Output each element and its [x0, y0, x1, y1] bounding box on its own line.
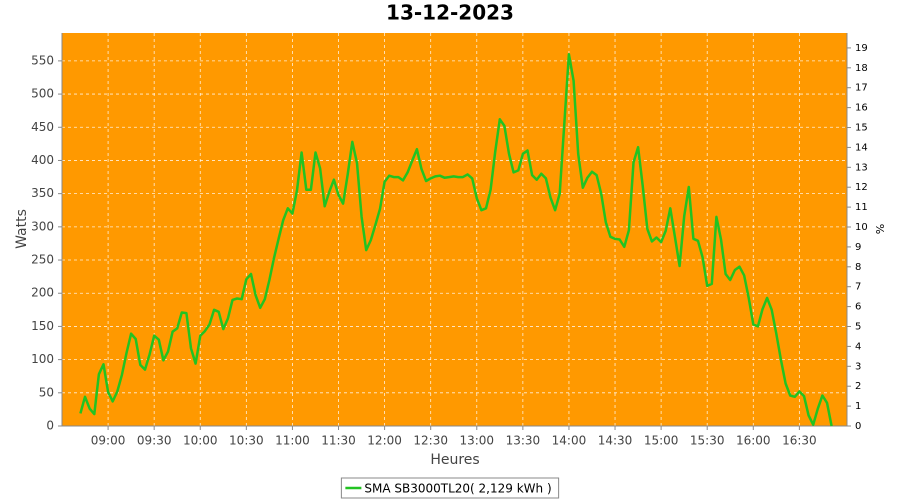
x-tick-label: 13:30	[506, 434, 541, 448]
y2-tick-label: 11	[855, 202, 868, 213]
y2-axis-label: %	[874, 224, 887, 234]
data-line	[79, 52, 833, 427]
y2-tick-label: 13	[855, 162, 868, 173]
y-tick-label: 300	[31, 219, 54, 233]
y-tick-label: 250	[31, 253, 54, 267]
y2-tick-label: 5	[855, 322, 861, 333]
plot-background	[62, 33, 847, 426]
x-tick-label: 15:30	[690, 434, 725, 448]
y-axis-label: Watts	[14, 209, 30, 249]
y2-tick-label: 2	[855, 381, 861, 392]
x-tick-label: 12:30	[413, 434, 448, 448]
x-tick-label: 11:30	[321, 434, 356, 448]
y2-tick-label: 6	[855, 302, 861, 313]
x-tick-label: 14:00	[552, 434, 587, 448]
x-tick-label: 10:30	[229, 434, 264, 448]
x-tick-label: 14:30	[598, 434, 633, 448]
y2-tick-label: 7	[855, 282, 861, 293]
x-tick-label: 11:00	[275, 434, 310, 448]
x-tick-label: 09:30	[137, 434, 172, 448]
y-tick-label: 350	[31, 186, 54, 200]
x-tick-label: 16:00	[736, 434, 771, 448]
y-tick-label: 50	[39, 385, 54, 399]
y2-tick-label: 8	[855, 262, 861, 273]
chart-title: 13-12-2023	[386, 1, 514, 25]
y2-tick-label: 0	[855, 421, 861, 432]
x-tick-label: 09:00	[91, 434, 126, 448]
y2-tick-label: 17	[855, 83, 868, 94]
y2-tick-label: 3	[855, 361, 861, 372]
y-tick-label: 100	[31, 352, 54, 366]
y-tick-label: 200	[31, 286, 54, 300]
legend: SMA SB3000TL20( 2,129 kWh )	[340, 477, 560, 499]
y2-tick-label: 19	[855, 43, 868, 54]
y-tick-label: 500	[31, 87, 54, 101]
y2-tick-label: 14	[855, 142, 868, 153]
x-tick-label: 15:00	[644, 434, 679, 448]
y2-tick-label: 10	[855, 222, 868, 233]
x-tick-label: 12:00	[367, 434, 402, 448]
x-tick-label: 16:30	[782, 434, 817, 448]
x-axis-label: Heures	[430, 452, 479, 468]
legend-box	[340, 477, 560, 499]
y2-tick-label: 16	[855, 103, 868, 114]
x-tick-label: 13:00	[459, 434, 494, 448]
y-tick-label: 0	[46, 419, 54, 433]
y2-tick-label: 1	[855, 401, 861, 412]
y-tick-label: 450	[31, 120, 54, 134]
y-tick-label: 550	[31, 53, 54, 67]
x-tick-label: 10:00	[183, 434, 218, 448]
y2-tick-label: 15	[855, 123, 868, 134]
legend-label: SMA SB3000TL20( 2,129 kWh )	[364, 482, 551, 496]
y2-tick-label: 9	[855, 242, 861, 253]
y-tick-label: 400	[31, 153, 54, 167]
y-tick-label: 150	[31, 319, 54, 333]
y2-tick-label: 4	[855, 341, 861, 352]
y2-tick-label: 18	[855, 63, 868, 74]
y2-tick-label: 12	[855, 182, 868, 193]
